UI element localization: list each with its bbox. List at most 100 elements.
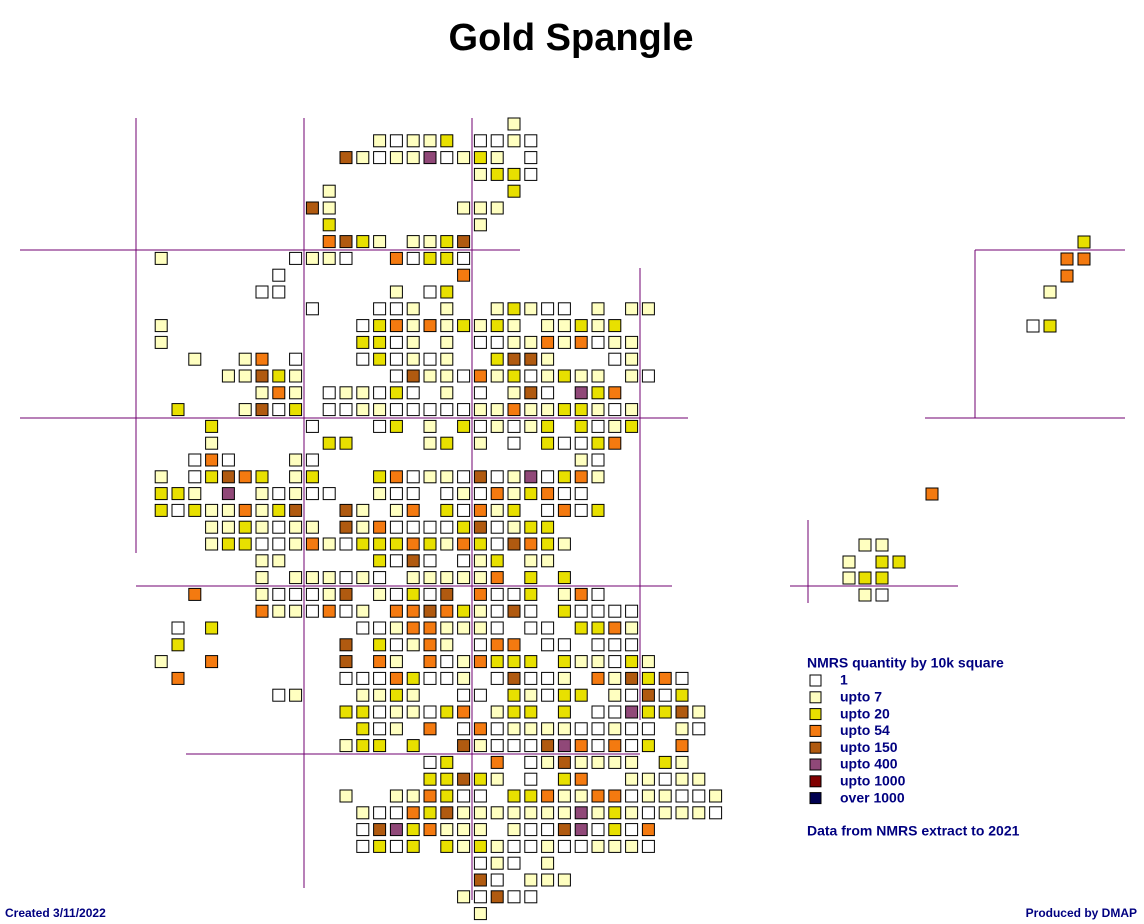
record-square	[858, 538, 872, 552]
record-square	[507, 352, 521, 366]
record-square	[608, 621, 622, 635]
record-square	[406, 839, 420, 853]
record-square	[272, 537, 286, 551]
record-square	[373, 302, 387, 316]
record-square	[154, 470, 168, 484]
record-square	[322, 201, 336, 215]
record-square	[875, 571, 889, 585]
record-square	[574, 823, 588, 837]
record-square	[675, 772, 689, 786]
record-square	[608, 386, 622, 400]
record-square	[154, 655, 168, 669]
record-square	[473, 134, 487, 148]
record-square	[289, 453, 303, 467]
record-square	[507, 671, 521, 685]
record-square	[289, 386, 303, 400]
record-square	[473, 436, 487, 450]
record-square	[692, 806, 706, 820]
record-square	[490, 352, 504, 366]
record-square	[608, 638, 622, 652]
record-square	[692, 789, 706, 803]
record-square	[875, 588, 889, 602]
record-square	[457, 722, 471, 736]
record-square	[255, 520, 269, 534]
record-square	[625, 772, 639, 786]
record-square	[641, 839, 655, 853]
record-square	[574, 739, 588, 753]
record-square	[641, 806, 655, 820]
record-square	[356, 503, 370, 517]
record-square	[289, 369, 303, 383]
record-square	[557, 537, 571, 551]
record-square	[842, 555, 856, 569]
record-square	[356, 806, 370, 820]
record-square	[457, 520, 471, 534]
record-square	[389, 839, 403, 853]
record-square	[591, 638, 605, 652]
record-square	[574, 319, 588, 333]
record-square	[406, 134, 420, 148]
record-square	[473, 655, 487, 669]
record-square	[608, 688, 622, 702]
record-square	[406, 789, 420, 803]
legend-label: upto 150	[840, 739, 898, 755]
record-square	[641, 671, 655, 685]
legend-swatch	[809, 674, 822, 687]
record-square	[541, 302, 555, 316]
record-square	[625, 806, 639, 820]
record-square	[389, 537, 403, 551]
record-square	[1060, 269, 1074, 283]
record-square	[625, 688, 639, 702]
record-square	[541, 823, 555, 837]
record-square	[205, 419, 219, 433]
grid-lines	[20, 118, 1125, 900]
record-square	[205, 655, 219, 669]
record-square	[356, 571, 370, 585]
record-square	[507, 823, 521, 837]
record-square	[524, 571, 538, 585]
record-square	[406, 487, 420, 501]
record-square	[574, 419, 588, 433]
record-square	[255, 403, 269, 417]
record-square	[524, 386, 538, 400]
record-square	[356, 604, 370, 618]
record-square	[524, 302, 538, 316]
record-square	[305, 201, 319, 215]
record-square	[507, 470, 521, 484]
record-square	[625, 335, 639, 349]
record-square	[490, 755, 504, 769]
record-square	[524, 587, 538, 601]
record-square	[389, 520, 403, 534]
legend-title: NMRS quantity by 10k square	[807, 655, 1004, 671]
record-square	[205, 453, 219, 467]
record-square	[356, 235, 370, 249]
record-square	[423, 604, 437, 618]
record-square	[473, 638, 487, 652]
record-square	[389, 302, 403, 316]
record-square	[675, 789, 689, 803]
record-square	[339, 604, 353, 618]
record-square	[557, 705, 571, 719]
record-square	[524, 554, 538, 568]
record-square	[457, 671, 471, 685]
record-square	[507, 604, 521, 618]
producer: Produced by DMAP	[1026, 906, 1137, 920]
record-square	[692, 722, 706, 736]
record-square	[473, 537, 487, 551]
record-square	[490, 151, 504, 165]
record-square	[591, 705, 605, 719]
record-square	[440, 470, 454, 484]
record-square	[255, 537, 269, 551]
record-square	[675, 671, 689, 685]
record-square	[171, 621, 185, 635]
record-square	[389, 419, 403, 433]
record-square	[373, 688, 387, 702]
record-square	[507, 335, 521, 349]
record-square	[457, 890, 471, 904]
record-square	[440, 235, 454, 249]
record-square	[524, 755, 538, 769]
record-square	[574, 503, 588, 517]
record-square	[490, 655, 504, 669]
record-square	[507, 688, 521, 702]
legend-swatch	[809, 724, 822, 737]
